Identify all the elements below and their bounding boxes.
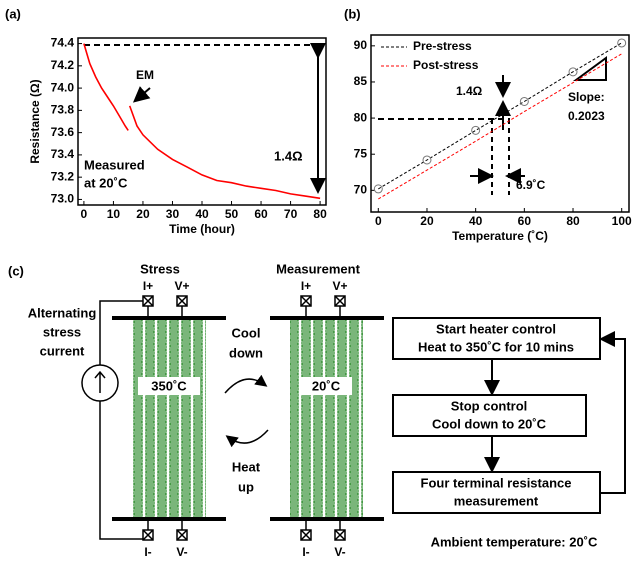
step-label: Cool [232,325,261,340]
x-tick-label: 40 [195,207,209,221]
annotation: 1.4Ω [274,148,303,163]
x-tick-label: 30 [166,207,180,221]
terminal-label: V+ [174,279,189,293]
step-text: Four terminal resistance [421,475,572,490]
column-title: Measurement [276,261,360,276]
terminal-label: I- [144,545,151,559]
ambient-note: Ambient temperature: 20˚C [431,534,598,549]
y-tick-label: 74.2 [51,58,75,72]
x-tick-label: 0 [375,214,382,228]
diagram: (c) Stress Measurement I+ V+ I+ V+ I- V-… [8,261,626,559]
y-tick-label: 75 [354,146,368,160]
annotation: at 20˚C [84,175,128,190]
series-line [378,42,622,190]
panel-label: (c) [8,263,24,278]
x-tick-label: 40 [469,214,483,228]
step-label: up [238,479,254,494]
temperature-label: 20˚C [312,378,341,393]
step-label: Heat [232,459,261,474]
x-tick-label: 0 [81,207,88,221]
source-label: current [40,343,85,358]
panel-label: (a) [5,6,21,21]
step-label: down [229,345,263,360]
x-tick-label: 20 [420,214,434,228]
y-tick-label: 73.4 [51,147,75,161]
y-tick-label: 73.6 [51,125,75,139]
column-title: Stress [140,261,180,276]
series-line [378,53,622,200]
point [568,67,578,77]
annotation: 6.9˚C [516,178,546,192]
step-text: Heat to 350˚C for 10 mins [418,339,574,354]
legend-label: Post-stress [413,58,479,72]
step-text: Cool down to 20˚C [432,416,547,431]
x-tick-label: 60 [518,214,532,228]
panel-label: (b) [344,6,361,21]
y-tick-label: 85 [354,74,368,88]
point [617,38,627,48]
y-tick-label: 90 [354,38,368,52]
x-axis-label: Time (hour) [169,222,235,236]
annotation: Slope: [568,90,605,104]
x-tick-label: 20 [136,207,150,221]
y-tick-label: 74.4 [51,36,75,50]
point [373,184,383,194]
terminal-label: I+ [143,279,153,293]
step-text: Start heater control [436,321,556,336]
terminal-label: V- [176,545,187,559]
arrow [132,86,151,103]
y-tick-label: 70 [354,182,368,196]
label-bg [300,377,352,395]
terminal-label: V- [334,545,345,559]
sample [290,319,363,519]
temperature-label: 350˚C [151,378,187,393]
x-tick-label: 50 [225,207,239,221]
sample [132,319,206,519]
step-text: measurement [454,493,539,508]
annotation: Measured [84,157,145,172]
source-label: Alternating [28,305,97,320]
step-text: Stop control [451,398,528,413]
point [471,125,481,135]
terminal-label: I+ [301,279,311,293]
point [519,96,529,106]
x-axis-label: Temperature (˚C) [452,229,548,243]
terminal-label: V+ [332,279,347,293]
y-tick-label: 74.0 [51,80,75,94]
annotation: 1.4Ω [456,84,483,98]
x-tick-label: 70 [284,207,298,221]
legend-label: Pre-stress [413,39,472,53]
slope-triangle [572,56,607,81]
x-tick-label: 80 [566,214,580,228]
y-axis-label: Resistance (Ω) [28,79,42,163]
y-tick-label: 73.2 [51,169,75,183]
annotation: EM [136,68,154,82]
y-tick-label: 80 [354,110,368,124]
annotation: 0.2023 [568,109,605,123]
x-tick-label: 100 [612,214,632,228]
source-label: stress [43,324,81,339]
series-line [83,43,321,200]
y-tick-label: 73.0 [51,192,75,206]
x-tick-label: 60 [254,207,268,221]
x-tick-label: 10 [107,207,121,221]
label-bg [138,377,200,395]
y-tick-label: 73.8 [51,103,75,117]
plot-frame [370,34,630,213]
point [422,155,432,165]
x-tick-label: 80 [313,207,327,221]
terminal-label: I- [302,545,309,559]
